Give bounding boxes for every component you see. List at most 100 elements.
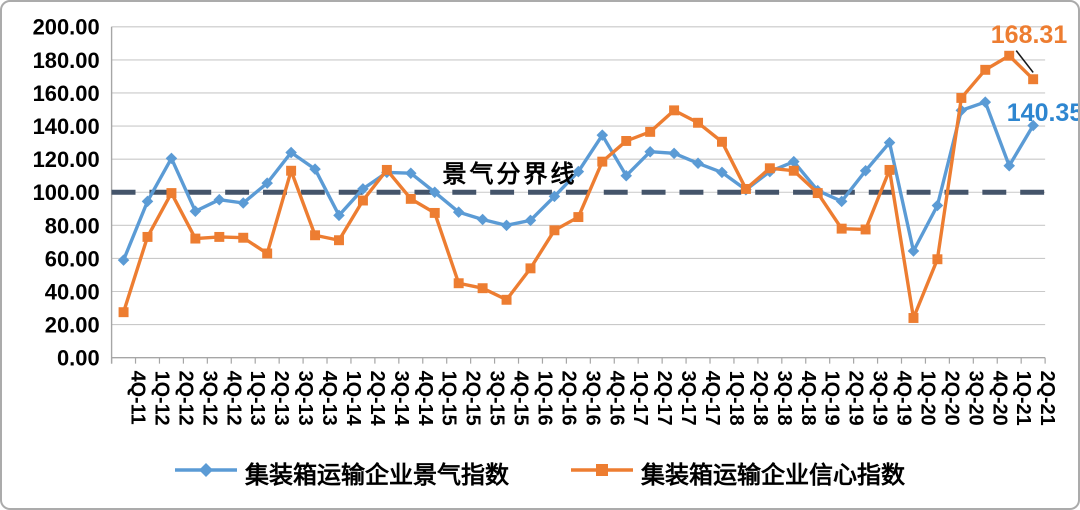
x-axis-tick-label: 3Q-18 (773, 371, 795, 426)
x-axis-tick-label: 2Q-20 (940, 371, 962, 426)
marker-confidence (764, 163, 775, 174)
x-axis-tick-label: 1Q-19 (821, 371, 843, 426)
marker-prosperity (165, 152, 178, 165)
x-axis-tick-label: 3Q-20 (964, 371, 986, 426)
x-axis-tick-label: 4Q-15 (510, 371, 532, 426)
marker-confidence (716, 136, 727, 147)
marker-prosperity (357, 183, 369, 195)
marker-confidence (860, 224, 871, 235)
x-axis-tick-label: 3Q-15 (486, 371, 508, 426)
legend-item-confidence: 集装箱运输企业信心指数 (571, 455, 905, 490)
x-axis-tick-label: 2Q-15 (462, 371, 484, 426)
marker-prosperity (213, 193, 226, 206)
marker-confidence (597, 156, 608, 167)
marker-confidence (238, 232, 249, 243)
y-axis-tick-label: 120.00 (33, 147, 100, 172)
marker-prosperity (333, 209, 345, 222)
marker-prosperity (141, 195, 154, 208)
legend-marker-prosperity-icon (175, 461, 237, 484)
marker-prosperity (692, 157, 704, 170)
x-axis-tick-label: 3Q-14 (390, 371, 412, 426)
marker-confidence (118, 307, 129, 318)
marker-confidence (1004, 50, 1015, 61)
marker-prosperity (931, 199, 944, 212)
marker-confidence (956, 92, 967, 103)
marker-prosperity (668, 147, 680, 160)
marker-prosperity (883, 136, 896, 149)
marker-confidence (286, 165, 297, 176)
marker-prosperity (979, 96, 992, 108)
y-axis-tick-label: 40.00 (45, 279, 100, 304)
marker-confidence (549, 225, 560, 236)
x-axis-tick-label: 2Q-21 (1036, 371, 1058, 426)
x-axis-tick-label: 2Q-12 (174, 371, 196, 426)
x-axis-tick-label: 1Q-18 (725, 371, 747, 426)
marker-prosperity (500, 219, 513, 232)
marker-confidence (357, 195, 368, 206)
legend-label-confidence: 集装箱运输企业信心指数 (641, 462, 905, 489)
marker-confidence (166, 188, 177, 199)
marker-confidence (980, 64, 991, 75)
marker-prosperity (1027, 119, 1039, 132)
marker-confidence (142, 231, 153, 242)
marker-confidence (190, 233, 201, 244)
x-axis-tick-label: 2Q-18 (749, 371, 771, 426)
marker-prosperity (428, 186, 441, 199)
chart-legend: 集装箱运输企业景气指数 集装箱运输企业信心指数 (2, 455, 1078, 490)
marker-confidence (453, 278, 464, 289)
x-axis-tick-label: 4Q-13 (318, 371, 340, 426)
x-axis-tick-label: 4Q-20 (988, 371, 1010, 426)
marker-confidence (573, 212, 584, 223)
marker-confidence (501, 294, 512, 305)
x-axis-tick-label: 3Q-13 (294, 371, 316, 426)
marker-confidence (477, 283, 488, 294)
x-axis-tick-label: 4Q-11 (127, 371, 149, 425)
marker-prosperity (117, 254, 130, 266)
x-axis-tick-label: 1Q-20 (916, 371, 938, 426)
x-axis-tick-label: 1Q-15 (438, 371, 460, 426)
y-axis-tick-label: 200.00 (33, 15, 100, 40)
x-axis-tick-label: 2Q-16 (557, 371, 579, 426)
x-axis-tick-label: 2Q-17 (653, 371, 675, 426)
y-axis-tick-label: 0.00 (57, 346, 100, 371)
annotation-prosperity-last: 140.35 (1006, 99, 1080, 127)
marker-prosperity (452, 206, 465, 218)
x-axis-tick-label: 3Q-16 (581, 371, 603, 426)
marker-confidence (1028, 74, 1039, 85)
marker-prosperity (907, 245, 920, 257)
marker-confidence (932, 254, 943, 265)
legend-item-prosperity: 集装箱运输企业景气指数 (175, 455, 509, 490)
marker-confidence (429, 207, 440, 218)
marker-prosperity (285, 146, 297, 159)
marker-prosperity (1003, 160, 1015, 172)
marker-prosperity (189, 205, 202, 218)
marker-prosperity (405, 167, 417, 179)
marker-confidence (214, 231, 225, 242)
annotation-leader-line (1015, 50, 1034, 73)
x-axis-tick-label: 2Q-19 (845, 371, 867, 426)
x-axis-tick-label: 2Q-13 (270, 371, 292, 426)
x-axis-tick-label: 4Q-19 (892, 371, 914, 426)
marker-confidence (621, 135, 632, 146)
x-axis-tick-label: 2Q-14 (366, 371, 388, 426)
x-axis-tick-label: 1Q-12 (150, 371, 172, 426)
x-axis-tick-label: 3Q-12 (198, 371, 220, 426)
marker-prosperity (644, 145, 656, 158)
x-axis-tick-label: 4Q-14 (414, 371, 436, 426)
y-axis-tick-label: 180.00 (33, 48, 100, 73)
y-axis-tick-label: 20.00 (45, 313, 100, 338)
marker-confidence (669, 105, 680, 116)
marker-prosperity (716, 166, 728, 179)
marker-confidence (812, 188, 823, 199)
y-axis-tick-label: 160.00 (33, 81, 100, 106)
x-axis-tick-label: 1Q-14 (342, 371, 364, 426)
marker-confidence (788, 165, 799, 176)
legend-marker-confidence-icon (571, 461, 633, 484)
y-axis-tick-label: 140.00 (33, 114, 100, 139)
x-axis-tick-label: 1Q-17 (629, 371, 651, 426)
x-axis-tick-label: 1Q-13 (246, 371, 268, 426)
marker-confidence (908, 313, 919, 323)
x-axis-tick-label: 3Q-19 (869, 371, 891, 426)
